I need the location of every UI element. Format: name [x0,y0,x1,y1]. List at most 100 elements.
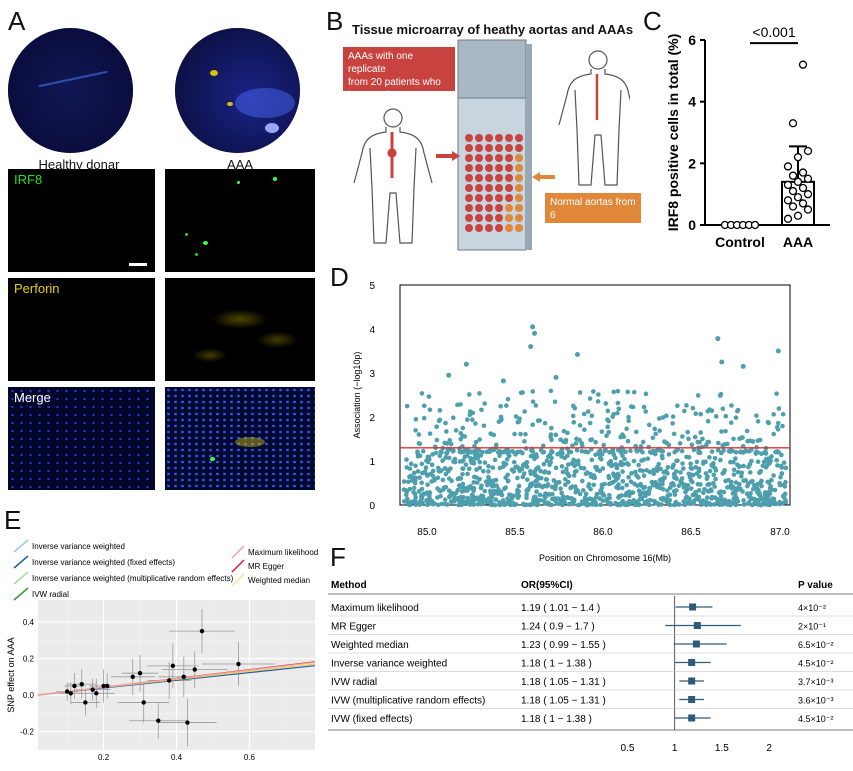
d-snp-point [642,484,648,490]
d-snp-point [530,389,536,394]
d-snp-point [565,453,570,459]
f-or-marker [688,659,696,666]
d-snp-point [413,495,418,500]
d-snp-point [571,420,577,425]
f-x-tick-label: 1.5 [715,743,729,754]
d-snp-point [775,463,780,468]
e-legend-label: Inverse variance weighted (multiplicativ… [32,574,234,583]
d-snp-point [576,461,581,467]
d-snp-point [540,443,546,449]
tma-core [465,214,473,222]
d-snp-point [491,483,497,489]
d-snp-point [665,471,670,476]
e-legend-label: Weighted median [248,576,310,585]
d-y-tick-label: 1 [369,457,375,468]
d-snp-point [647,485,652,491]
d-snp-point [530,501,535,506]
tma-core [495,214,503,222]
f-method-label: Inverse variance weighted [331,659,447,670]
d-snp-point [499,449,505,455]
d-snp-point [690,472,696,478]
d-snp-point [608,458,614,464]
d-snp-point [516,483,522,489]
f-or-marker [688,696,696,703]
d-snp-point [766,493,771,499]
c-y-tick-label: 0 [688,217,696,233]
d-snp-point [413,417,419,422]
irf8-label: IRF8 [14,172,43,187]
d-snp-point [588,437,593,443]
d-peak-point [532,330,538,336]
d-snp-point [748,495,754,500]
d-snp-point [577,390,583,395]
d-snp-point [699,444,705,450]
d-snp-point [494,442,499,448]
aaa-tma-core [175,28,300,153]
d-snp-point [472,448,477,454]
d-snp-point [741,463,746,469]
d-snp-point [548,432,554,437]
e-snp-point [141,700,146,705]
f-method-label: MR Egger [331,622,377,633]
d-snp-point [711,472,717,478]
panel-label-c: C [643,6,662,36]
d-snp-point [691,501,697,506]
d-snp-point [573,441,579,446]
d-snp-point [411,470,417,476]
d-snp-point [470,493,476,498]
d-snp-point [761,459,767,465]
d-snp-point [558,486,563,491]
d-snp-point [437,408,443,413]
f-method-label: IVW radial [331,677,377,688]
d-snp-point [450,415,456,421]
d-snp-point [413,498,418,504]
tma-core [515,204,523,212]
d-snp-point [610,447,616,453]
healthy-merge-image: Merge [8,387,155,490]
d-snp-point [591,498,597,503]
d-snp-point [678,478,684,484]
d-snp-point [422,469,428,474]
d-snp-point [653,431,659,437]
d-snp-point [439,449,444,455]
tma-core [485,144,493,152]
d-snp-point [446,455,452,461]
e-y-tick-label: 0.4 [23,618,35,627]
d-snp-point [549,437,554,443]
d-snp-point [748,491,753,496]
tma-core [485,174,493,182]
d-snp-point [564,466,569,472]
d-snp-point [696,488,702,493]
d-snp-point [566,449,572,455]
f-x-tick-label: 0.5 [620,743,634,754]
d-snp-point [757,470,763,475]
d-snp-point [772,487,778,493]
d-snp-point [461,499,467,505]
c-point-aaa [783,196,793,205]
e-x-tick-label: 0.2 [98,753,110,762]
f-pvalue-label: 4.5×10⁻² [798,714,834,724]
d-snp-point [465,471,470,477]
d-snp-point [538,468,543,474]
d-snp-point [646,444,651,450]
d-snp-point [444,429,449,434]
d-snp-point [512,431,517,437]
c-point-aaa [788,186,798,196]
d-snp-point [516,493,522,499]
d-snp-point [586,482,592,487]
scale-bar [129,263,147,266]
e-legend-label: MR Egger [248,562,284,571]
e-legend-swatch [13,555,29,569]
d-snp-point [682,408,687,414]
d-snp-point [615,472,620,477]
f-method-label: Weighted median [331,640,409,651]
d-snp-point [598,490,603,496]
d-snp-point [657,485,662,491]
d-snp-point [479,407,484,413]
panel-label-e: E [4,505,22,535]
tma-core [485,184,493,192]
d-snp-point [511,469,517,474]
d-plot-frame [399,284,791,506]
d-snp-point [750,486,756,492]
d-snp-point [482,460,488,465]
